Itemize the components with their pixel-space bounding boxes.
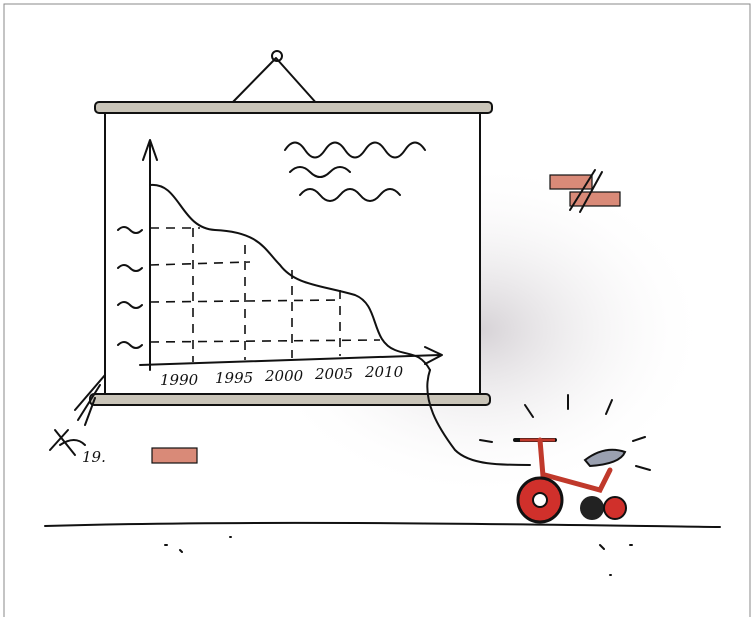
ground-line xyxy=(45,523,720,527)
x-label: 2010 xyxy=(364,363,404,381)
top-roller xyxy=(95,102,492,113)
cartoon: 1990 1995 2000 2005 2010 19. xyxy=(0,0,755,617)
brick xyxy=(550,175,592,189)
x-label: 1990 xyxy=(160,371,199,389)
signature-year: 19. xyxy=(82,448,106,466)
x-label: 2000 xyxy=(264,367,304,385)
signature-mark xyxy=(50,430,85,455)
brick xyxy=(152,448,197,463)
x-label: 1995 xyxy=(215,369,253,387)
hanger-string xyxy=(230,58,318,105)
dust-dots xyxy=(165,537,632,575)
x-label: 2005 xyxy=(314,365,353,383)
